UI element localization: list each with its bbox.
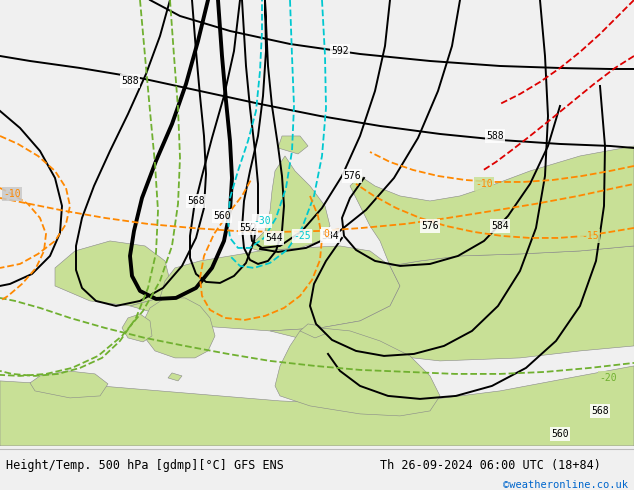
- Text: 560: 560: [551, 429, 569, 439]
- Text: 568: 568: [187, 196, 205, 206]
- Polygon shape: [250, 156, 330, 251]
- Polygon shape: [270, 246, 634, 361]
- Text: 568: 568: [591, 406, 609, 416]
- Polygon shape: [130, 246, 400, 331]
- Text: ©weatheronline.co.uk: ©weatheronline.co.uk: [503, 480, 628, 490]
- Polygon shape: [300, 324, 325, 338]
- Polygon shape: [55, 241, 170, 306]
- Polygon shape: [278, 136, 308, 154]
- Polygon shape: [0, 366, 634, 446]
- Text: 576: 576: [343, 171, 361, 181]
- Text: Height/Temp. 500 hPa [gdmp][°C] GFS ENS: Height/Temp. 500 hPa [gdmp][°C] GFS ENS: [6, 459, 284, 472]
- Text: -25: -25: [293, 231, 311, 241]
- Text: 584: 584: [321, 231, 339, 241]
- Text: -10: -10: [3, 189, 21, 199]
- Polygon shape: [30, 371, 108, 398]
- Text: 576: 576: [421, 221, 439, 231]
- Text: 588: 588: [486, 131, 504, 141]
- Polygon shape: [350, 146, 634, 266]
- Text: 560: 560: [213, 211, 231, 221]
- Text: -10: -10: [476, 179, 493, 189]
- Polygon shape: [168, 373, 182, 381]
- Text: 0: 0: [323, 229, 329, 239]
- Text: 592: 592: [331, 46, 349, 56]
- Text: 584: 584: [491, 221, 509, 231]
- Polygon shape: [275, 328, 440, 416]
- Polygon shape: [122, 314, 152, 342]
- Text: 552: 552: [239, 223, 257, 233]
- Text: -20: -20: [599, 373, 617, 383]
- Text: Th 26-09-2024 06:00 UTC (18+84): Th 26-09-2024 06:00 UTC (18+84): [380, 459, 601, 472]
- Polygon shape: [142, 298, 215, 358]
- Text: -30: -30: [253, 216, 271, 226]
- Text: 544: 544: [265, 233, 283, 243]
- Text: 588: 588: [121, 76, 139, 86]
- Text: -15: -15: [581, 231, 598, 241]
